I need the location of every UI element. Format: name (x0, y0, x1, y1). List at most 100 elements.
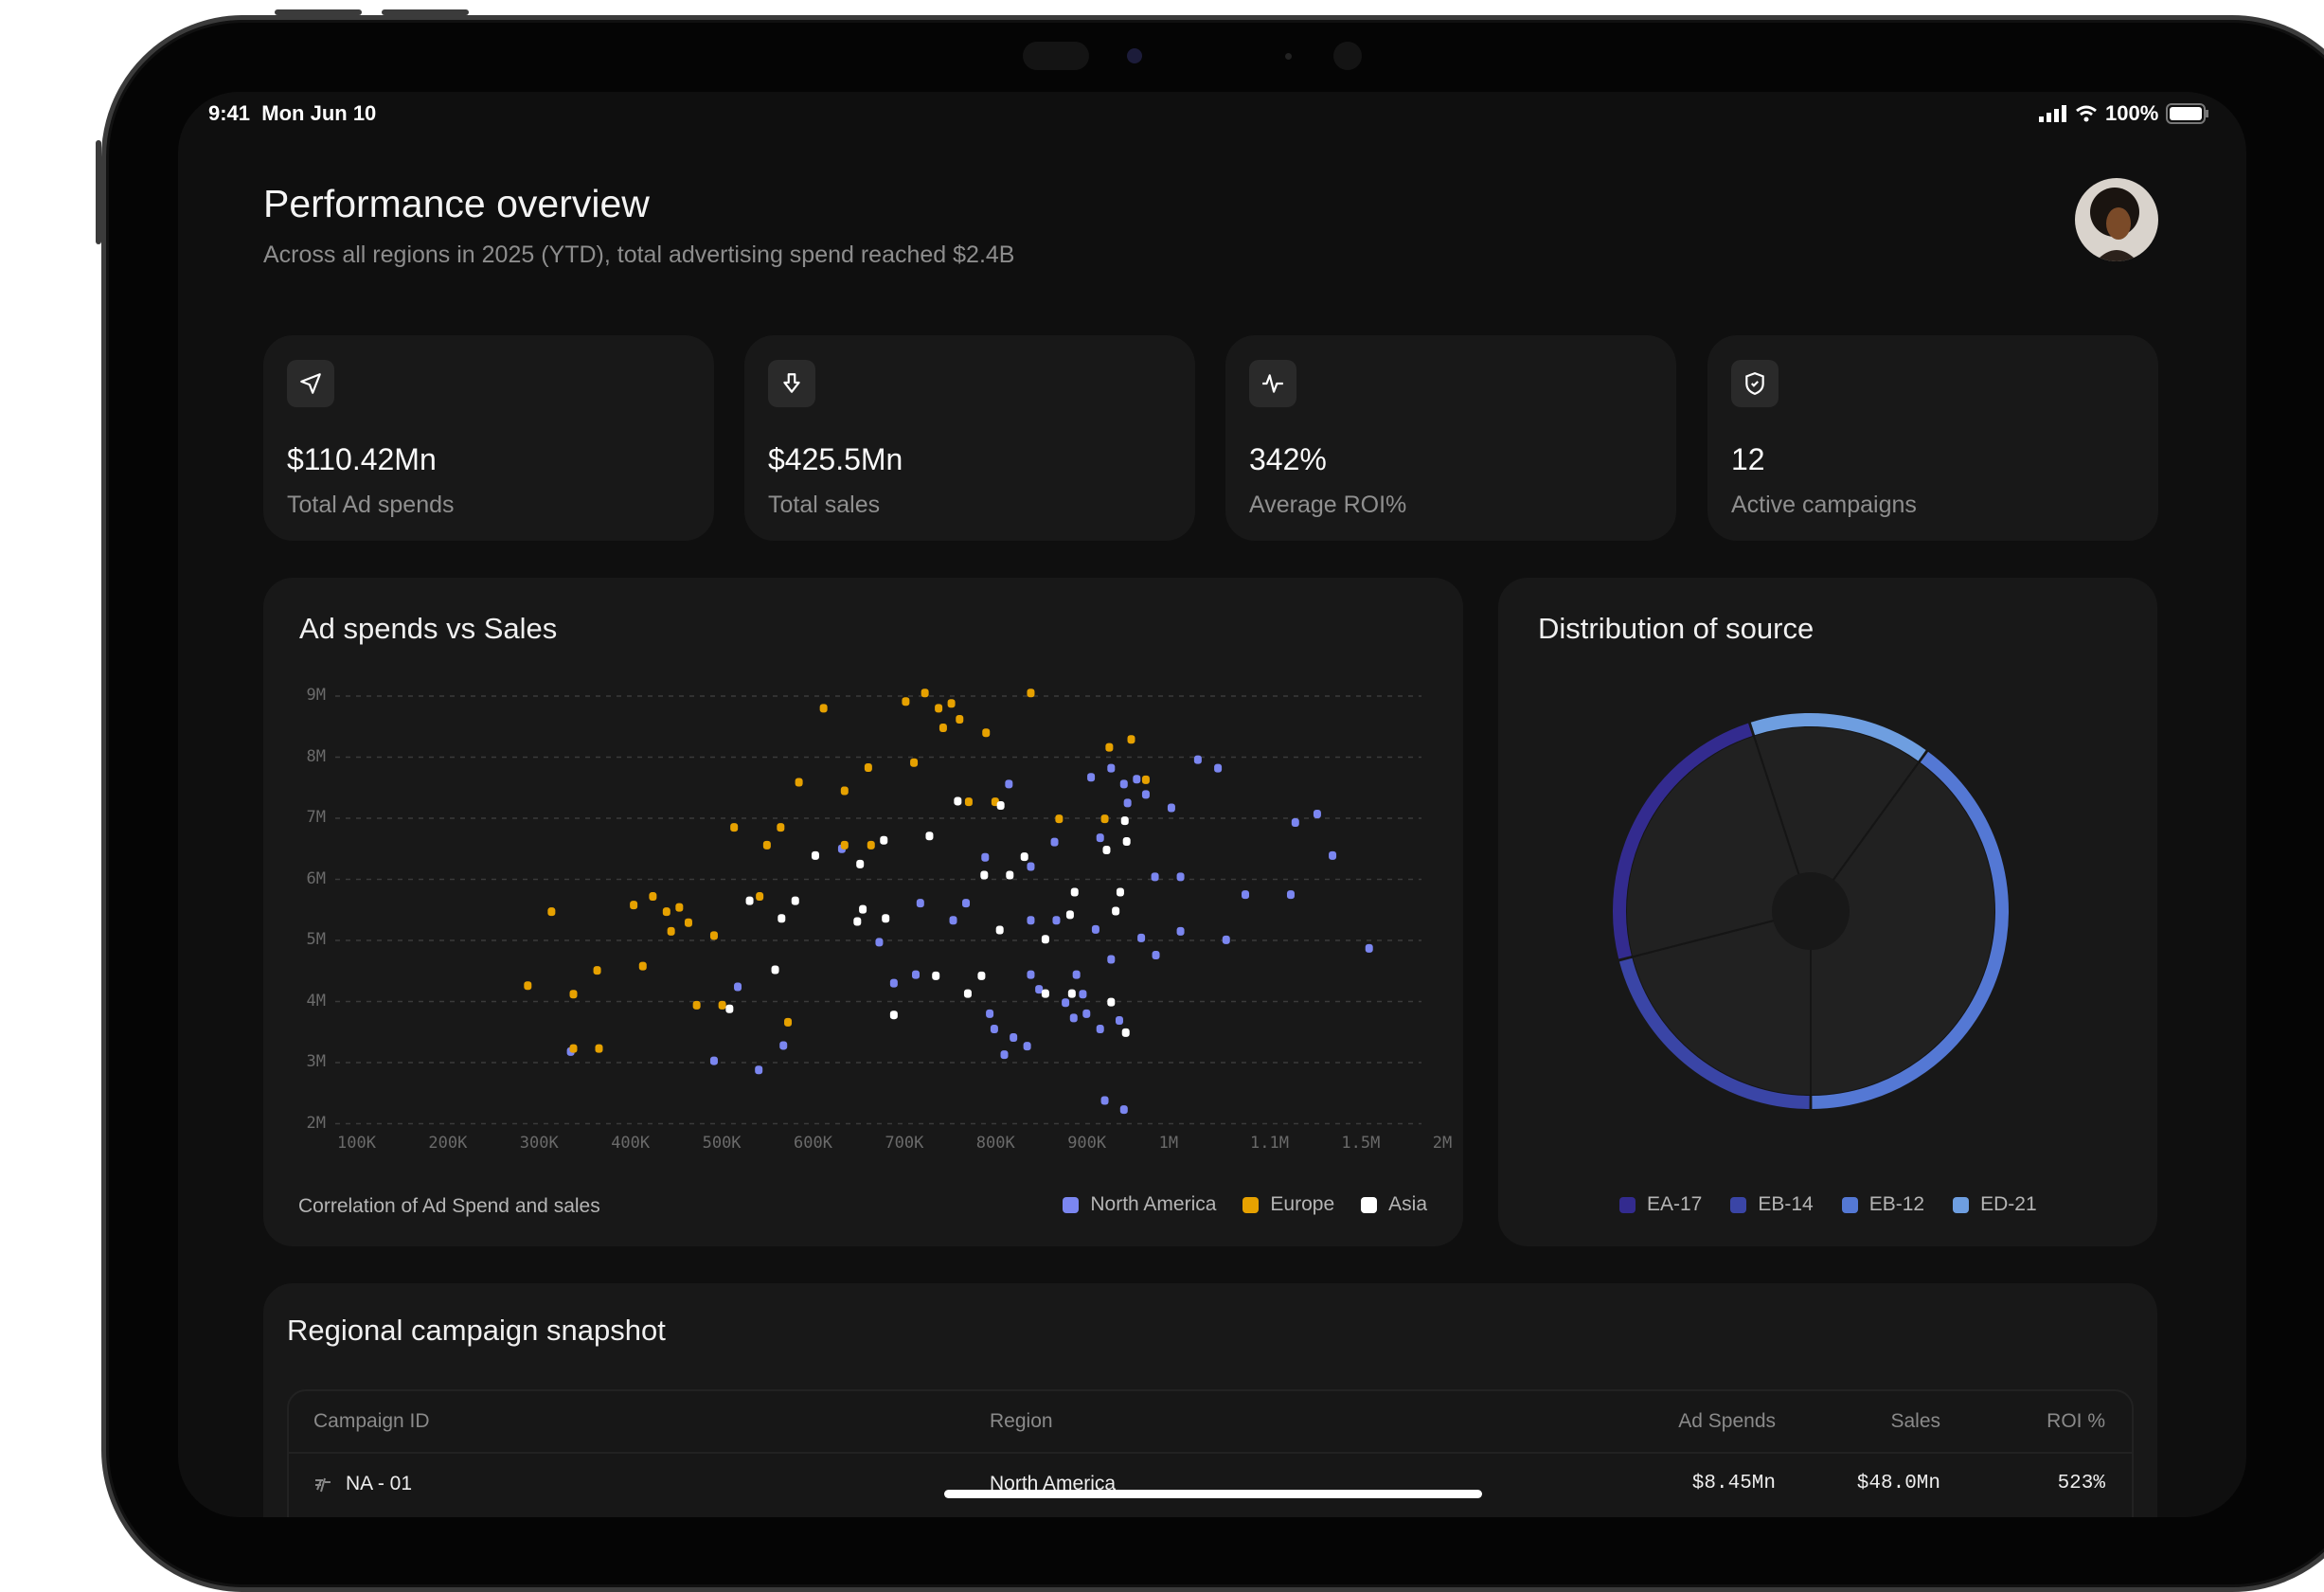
scatter-point-europe[interactable] (762, 840, 771, 850)
scatter-point-europe[interactable] (756, 892, 764, 902)
scatter-point-north-america[interactable] (949, 916, 957, 925)
scatter-point-north-america[interactable] (1115, 1015, 1123, 1025)
scatter-point-asia[interactable] (996, 800, 1005, 810)
scatter-point-asia[interactable] (1041, 935, 1049, 944)
donut-slice-eb-14[interactable] (1618, 957, 1810, 1109)
scatter-point-north-america[interactable] (1027, 970, 1035, 979)
scatter-point-europe[interactable] (819, 704, 828, 713)
scatter-point-europe[interactable] (864, 762, 872, 772)
scatter-point-north-america[interactable] (889, 978, 898, 988)
scatter-point-north-america[interactable] (1091, 924, 1099, 934)
scatter-point-north-america[interactable] (1023, 1042, 1031, 1051)
donut-wedge-eb-14[interactable] (1630, 909, 1812, 1098)
scatter-point-north-america[interactable] (1050, 837, 1059, 847)
scatter-point-north-america[interactable] (1072, 970, 1081, 979)
scatter-point-north-america[interactable] (1096, 1025, 1104, 1034)
legend-item-ed-21[interactable]: ED-21 (1953, 1193, 2037, 1216)
scatter-point-north-america[interactable] (1313, 809, 1321, 818)
column-header-region[interactable]: Region (990, 1410, 1053, 1432)
scatter-point-europe[interactable] (718, 1000, 726, 1010)
scatter-point-north-america[interactable] (709, 1056, 718, 1065)
scatter-point-asia[interactable] (880, 835, 888, 845)
scatter-point-europe[interactable] (795, 778, 803, 787)
donut-slice-ed-21[interactable] (1750, 713, 1926, 761)
scatter-point-asia[interactable] (977, 971, 986, 980)
scatter-point-europe[interactable] (730, 823, 739, 832)
scatter-point-north-america[interactable] (1100, 1096, 1109, 1105)
scatter-point-europe[interactable] (667, 926, 675, 936)
legend-item-ea-17[interactable]: EA-17 (1619, 1193, 1702, 1216)
donut-slice-eb-12[interactable] (1812, 751, 2009, 1109)
scatter-point-europe[interactable] (921, 689, 929, 698)
scatter-point-europe[interactable] (662, 907, 670, 917)
scatter-point-north-america[interactable] (1286, 890, 1295, 900)
scatter-point-europe[interactable] (982, 728, 991, 738)
scatter-point-europe[interactable] (964, 797, 973, 807)
scatter-point-asia[interactable] (1120, 816, 1129, 826)
scatter-point-asia[interactable] (1041, 989, 1049, 998)
scatter-point-europe[interactable] (935, 704, 943, 713)
scatter-point-europe[interactable] (1100, 814, 1109, 824)
scatter-point-north-america[interactable] (1242, 890, 1250, 900)
scatter-point-asia[interactable] (725, 1004, 734, 1013)
scatter-point-north-america[interactable] (755, 1065, 763, 1075)
scatter-point-north-america[interactable] (734, 982, 742, 992)
scatter-point-north-america[interactable] (1222, 935, 1230, 944)
scatter-point-north-america[interactable] (1069, 1013, 1078, 1023)
scatter-point-europe[interactable] (1105, 742, 1114, 752)
scatter-point-north-america[interactable] (1005, 779, 1013, 789)
scatter-point-north-america[interactable] (779, 1041, 788, 1050)
scatter-point-europe[interactable] (709, 931, 718, 940)
legend-item-north-america[interactable]: North America (1063, 1193, 1216, 1216)
scatter-point-asia[interactable] (778, 914, 786, 923)
column-header-ad-spends[interactable]: Ad Spends (1678, 1410, 1776, 1432)
scatter-point-asia[interactable] (925, 832, 934, 841)
donut-slice-ea-17[interactable] (1613, 723, 1753, 959)
scatter-point-europe[interactable] (675, 903, 684, 912)
scatter-point-asia[interactable] (853, 917, 862, 926)
scatter-point-north-america[interactable] (1365, 943, 1373, 953)
scatter-point-asia[interactable] (1116, 887, 1124, 897)
scatter-point-north-america[interactable] (1123, 798, 1132, 808)
scatter-point-north-america[interactable] (1000, 1050, 1009, 1060)
scatter-point-north-america[interactable] (1119, 1105, 1128, 1115)
scatter-point-asia[interactable] (859, 904, 867, 914)
scatter-point-north-america[interactable] (1107, 955, 1116, 964)
scatter-point-north-america[interactable] (962, 899, 971, 908)
scatter-point-north-america[interactable] (1027, 916, 1035, 925)
scatter-point-europe[interactable] (684, 918, 692, 927)
column-header-roi[interactable]: ROI % (2047, 1410, 2105, 1432)
column-header-sales[interactable]: Sales (1890, 1410, 1940, 1432)
scatter-point-north-america[interactable] (1079, 990, 1087, 999)
scatter-point-europe[interactable] (840, 786, 849, 796)
scatter-point-north-america[interactable] (1035, 985, 1044, 994)
donut-wedge-eb-12[interactable] (1810, 760, 1996, 1098)
scatter-point-north-america[interactable] (1329, 850, 1337, 860)
scatter-point-europe[interactable] (947, 699, 956, 708)
scatter-point-asia[interactable] (1065, 910, 1074, 920)
scatter-point-asia[interactable] (963, 989, 972, 998)
scatter-point-north-america[interactable] (1151, 872, 1159, 882)
legend-item-europe[interactable]: Europe (1242, 1193, 1334, 1216)
scatter-point-north-america[interactable] (1176, 872, 1185, 882)
scatter-point-asia[interactable] (882, 914, 890, 923)
legend-item-eb-12[interactable]: EB-12 (1841, 1193, 1924, 1216)
scatter-point-north-america[interactable] (1214, 763, 1223, 773)
column-header-campaign-id[interactable]: Campaign ID (313, 1410, 430, 1432)
scatter-point-europe[interactable] (1055, 814, 1064, 824)
scatter-point-europe[interactable] (547, 907, 556, 917)
scatter-point-north-america[interactable] (1119, 779, 1128, 789)
scatter-point-europe[interactable] (1127, 735, 1135, 744)
scatter-point-north-america[interactable] (1107, 763, 1116, 773)
scatter-point-north-america[interactable] (1141, 790, 1150, 799)
scatter-point-europe[interactable] (638, 961, 647, 971)
scatter-point-north-america[interactable] (1152, 950, 1160, 959)
scatter-point-asia[interactable] (1006, 870, 1014, 880)
scatter-point-europe[interactable] (939, 724, 947, 733)
scatter-point-north-america[interactable] (986, 1009, 994, 1018)
scatter-point-asia[interactable] (995, 925, 1004, 935)
scatter-point-asia[interactable] (1107, 997, 1116, 1007)
scatter-point-europe[interactable] (956, 715, 964, 724)
home-indicator[interactable] (944, 1490, 1482, 1498)
scatter-point-north-america[interactable] (1027, 862, 1035, 871)
